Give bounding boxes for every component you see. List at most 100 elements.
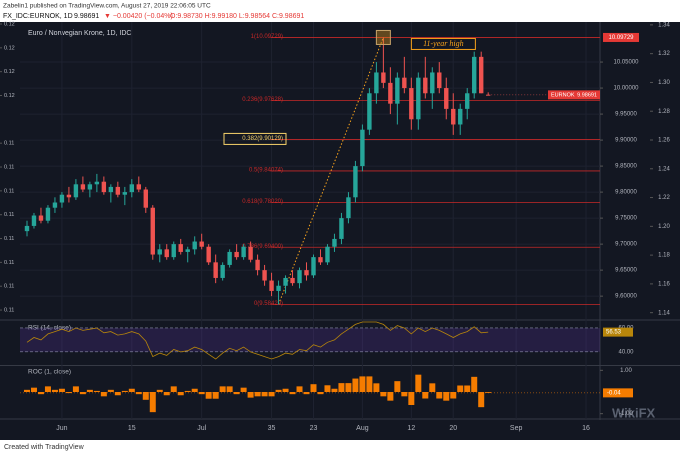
fib-label: 0.5(9.84074) — [249, 167, 283, 173]
x-tick-label: Jun — [56, 425, 67, 432]
roc-bar — [289, 392, 296, 395]
roc-bar — [30, 387, 37, 392]
candle-body — [220, 264, 225, 278]
candle-body — [472, 56, 477, 94]
rsi-line — [26, 321, 489, 360]
fib-label: 1(10.09729) — [251, 34, 283, 40]
roc-bar — [142, 392, 149, 400]
roc-bar — [65, 392, 72, 394]
roc-bar — [485, 392, 492, 393]
roc-bar — [23, 389, 30, 392]
candle-body — [325, 246, 330, 263]
y3-tick-label: 0.11 — [4, 260, 14, 266]
candle-body — [311, 257, 316, 276]
roc-bar — [100, 392, 107, 397]
roc-bar — [93, 390, 100, 392]
candle-body — [213, 262, 218, 278]
fib-label: 0.382(9.90129) — [242, 136, 283, 142]
y3-tick-label: 0.11 — [4, 188, 14, 194]
y2-tick-label: 1.34 — [658, 22, 670, 28]
roc-bar — [282, 388, 289, 392]
candle-body — [297, 270, 302, 284]
roc-bar — [58, 388, 65, 392]
roc-bar — [429, 383, 436, 392]
y3-tick-label: 0.11 — [4, 284, 14, 290]
candle-body — [80, 184, 86, 190]
last-value-box — [603, 327, 633, 337]
rsi-title: RSI (14, close) — [28, 325, 71, 332]
candle-body — [388, 82, 393, 104]
candle-body — [479, 56, 484, 94]
roc-bar — [86, 389, 93, 392]
x-tick-label: Aug — [356, 425, 369, 432]
x-tick-label: 23 — [310, 425, 318, 432]
roc-bar — [443, 392, 450, 401]
x-tick-label: 15 — [128, 425, 136, 432]
roc-bar — [394, 381, 401, 392]
roc-bar — [261, 392, 268, 397]
roc-bar — [107, 389, 114, 392]
roc-bar — [254, 392, 261, 397]
roc-bar — [275, 389, 282, 392]
symbol: FX_IDC:EURNOK, 1D — [3, 13, 73, 20]
y3-tick-label: 0.11 — [4, 164, 14, 170]
candle-body — [136, 184, 141, 190]
roc-bar — [359, 376, 366, 392]
high-label-box — [603, 32, 639, 42]
candle-body — [276, 285, 281, 291]
roc-bar — [331, 388, 338, 392]
candle-body — [234, 251, 239, 258]
roc-bar — [219, 386, 226, 392]
roc-bar — [401, 392, 408, 397]
y2-tick-label: 1.22 — [658, 195, 670, 201]
x-tick-label: Jul — [197, 425, 206, 432]
fib-label-box — [223, 132, 287, 145]
y-tick-label: 9.80000 — [615, 190, 637, 196]
roc-bar — [37, 392, 44, 395]
y3-tick-label: 0.11 — [4, 236, 14, 242]
candle-body — [108, 186, 114, 193]
roc-bar — [156, 389, 163, 392]
roc-bar — [422, 392, 429, 399]
candle-body — [24, 225, 30, 232]
candle-body — [444, 88, 449, 109]
y-tick-label: 10.00000 — [613, 86, 639, 92]
roc-bar — [450, 392, 457, 399]
candle-body — [143, 189, 148, 208]
candle-body — [304, 270, 309, 276]
candle-body — [283, 277, 288, 286]
candle-body — [192, 241, 197, 250]
roc-bar — [212, 392, 219, 399]
candle-body — [451, 108, 456, 125]
fib-label: 0.236(9.97628) — [242, 97, 283, 103]
roc-bar — [408, 392, 415, 405]
roc-bar — [51, 389, 58, 392]
candle-body — [199, 241, 204, 247]
roc-bar — [128, 388, 135, 392]
candle-body — [374, 72, 379, 94]
ohlc: O:9.98730 H:9.99180 L:9.98564 C:9.98691 — [170, 13, 304, 20]
y2-tick-label: 1.32 — [658, 51, 670, 57]
y-tick-label: 1.00 — [620, 368, 632, 374]
candle-body — [178, 244, 183, 252]
roc-bar — [247, 392, 254, 398]
fib-label: 0.786(9.69400) — [242, 244, 283, 250]
candle-body — [409, 88, 414, 120]
candle-body — [206, 246, 211, 263]
roc-bar — [345, 383, 352, 392]
roc-bar — [191, 388, 198, 392]
y-tick-label: -1.00 — [619, 411, 633, 417]
last-value-label: -0.04 — [607, 390, 621, 396]
publisher: Zabelin1 published on TradingView.com, A… — [3, 3, 211, 10]
annotation-box — [410, 37, 476, 50]
x-tick-label: Sep — [510, 425, 523, 432]
roc-bar — [149, 392, 156, 413]
candle-body — [416, 77, 421, 120]
annotation: 11-year high — [423, 39, 464, 48]
roc-bar — [366, 376, 373, 392]
candle-body — [94, 181, 100, 185]
y-tick-label: 9.85000 — [615, 164, 637, 170]
x-tick-label: 12 — [407, 425, 415, 432]
footer: Created with TradingView — [4, 444, 85, 451]
roc-bar — [387, 392, 394, 401]
